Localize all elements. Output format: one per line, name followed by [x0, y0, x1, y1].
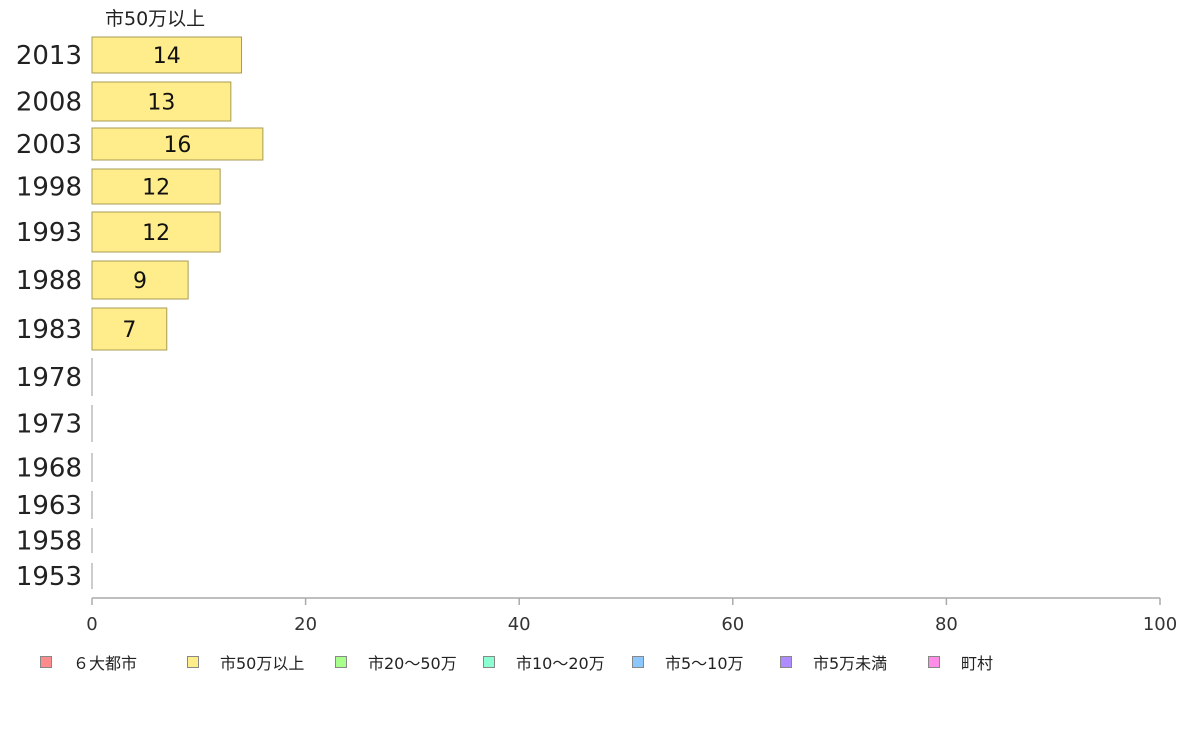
data-label: 7	[122, 318, 136, 343]
legend-swatch	[483, 656, 495, 668]
x-tick-label: 20	[294, 614, 317, 635]
series-title: 市50万以上	[105, 8, 205, 30]
y-tick-label: 2013	[16, 41, 82, 71]
x-tick-label: 0	[86, 614, 97, 635]
legend-item: 町村	[928, 650, 1018, 674]
data-label: 9	[133, 269, 147, 294]
data-label: 12	[142, 176, 170, 201]
legend-label: ６大都市	[73, 654, 138, 673]
legend-label: 市50万以上	[220, 654, 305, 673]
legend-item: 市20～50万	[335, 650, 483, 674]
y-tick-label: 1993	[16, 218, 82, 248]
x-tick-label: 60	[721, 614, 744, 635]
legend-item: 市5万未満	[780, 650, 928, 674]
legend-label: 市10～20万	[516, 654, 605, 673]
bar-chart: 市50万以上 2013 14 2008 13 2003 16 1998 12 1993 12 1988…	[16, 8, 1177, 635]
y-tick-label: 2008	[16, 88, 82, 118]
legend-swatch	[780, 656, 792, 668]
data-label: 13	[147, 91, 175, 116]
bar	[91, 127, 264, 161]
bar	[91, 211, 221, 253]
legend-item: 市50万以上	[187, 650, 335, 674]
y-tick-label: 1968	[16, 454, 82, 484]
y-tick-label: 1958	[16, 527, 82, 557]
y-tick-label: 1998	[16, 173, 82, 203]
legend-swatch	[335, 656, 347, 668]
data-label: 16	[163, 133, 191, 158]
legend-swatch	[632, 656, 644, 668]
legend-label: 市5～10万	[665, 654, 744, 673]
y-tick-label: 1978	[16, 363, 82, 393]
x-tick-label: 40	[508, 614, 531, 635]
y-tick-label: 1988	[16, 266, 82, 296]
legend-item: ６大都市	[40, 650, 187, 674]
legend-item: 市5～10万	[632, 650, 780, 674]
legend-label: 町村	[961, 654, 994, 673]
y-tick-label: 1953	[16, 562, 82, 592]
legend-swatch	[187, 656, 199, 668]
legend-swatch	[40, 656, 52, 668]
x-tick-label: 100	[1143, 614, 1177, 635]
y-tick-label: 1983	[16, 315, 82, 345]
y-tick-label: 1963	[16, 491, 82, 521]
x-tick-label: 80	[935, 614, 958, 635]
legend-item: 市10～20万	[483, 650, 632, 674]
data-label: 12	[142, 221, 170, 246]
legend-label: 市20～50万	[368, 654, 457, 673]
y-tick-label: 1973	[16, 410, 82, 440]
bar	[91, 81, 232, 122]
bar	[91, 260, 189, 300]
legend: ６大都市 市50万以上 市20～50万 市10～20万 市5～10万 市5万未満…	[40, 651, 1018, 673]
bar	[91, 307, 168, 351]
data-label: 14	[153, 44, 181, 69]
bar	[91, 168, 221, 205]
legend-label: 市5万未満	[813, 654, 888, 673]
y-tick-label: 2003	[16, 130, 82, 160]
bar	[91, 36, 243, 74]
legend-swatch	[928, 656, 940, 668]
